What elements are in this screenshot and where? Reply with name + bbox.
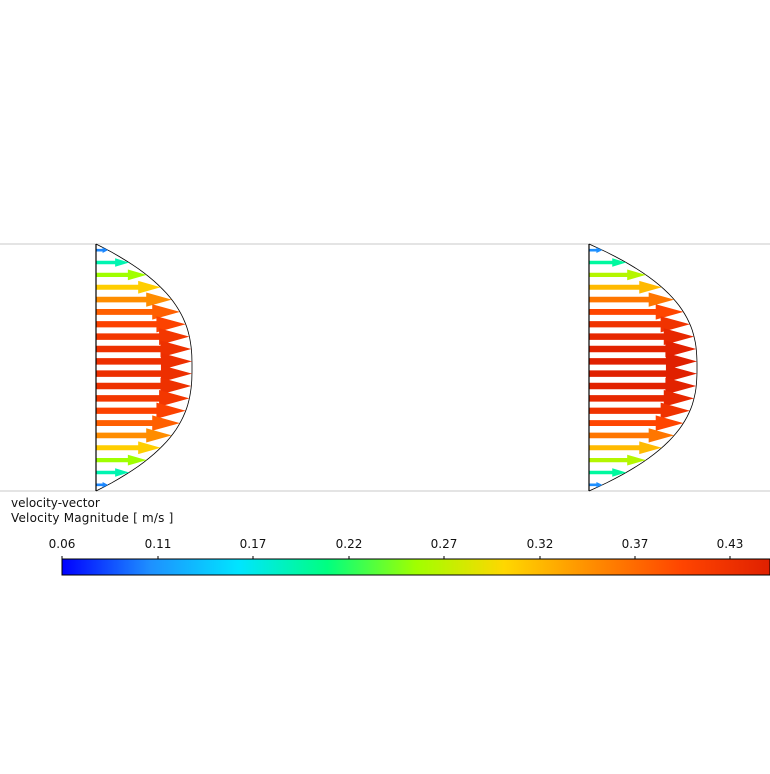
downstream-profile <box>588 243 698 492</box>
velocity-arrow <box>96 428 172 443</box>
velocity-arrow <box>96 328 190 345</box>
downstream-profile-outline <box>588 243 698 492</box>
colorbar-tick-label: 0.43 <box>716 537 744 551</box>
velocity-arrow <box>96 468 130 477</box>
velocity-arrow <box>96 365 192 383</box>
colorbar-tick-label: 0.22 <box>335 537 363 551</box>
velocity-arrow <box>589 258 627 267</box>
legend-title: velocity-vector <box>11 496 100 510</box>
velocity-arrow <box>589 415 684 431</box>
velocity-arrow <box>96 352 192 370</box>
colorbar <box>61 558 770 576</box>
velocity-arrow <box>96 292 172 307</box>
velocity-arrow <box>589 428 675 443</box>
colorbar-tick-label: 0.17 <box>239 537 267 551</box>
colorbar-tick-label: 0.11 <box>144 537 172 551</box>
velocity-arrow <box>589 280 662 294</box>
velocity-arrow <box>96 415 180 431</box>
velocity-arrow <box>589 247 603 253</box>
velocity-arrow <box>589 304 684 320</box>
velocity-arrow <box>589 402 690 419</box>
velocity-arrow <box>589 316 690 333</box>
colorbar-tick-label: 0.27 <box>430 537 458 551</box>
velocity-arrow <box>96 390 190 407</box>
velocity-arrow <box>589 269 646 281</box>
velocity-arrow <box>589 340 697 358</box>
velocity-arrow <box>96 258 130 267</box>
inlet-profile-outline <box>95 243 193 492</box>
velocity-arrow <box>589 454 646 466</box>
velocity-arrow <box>589 292 675 307</box>
velocity-arrow <box>589 328 695 345</box>
velocity-arrow <box>96 340 192 358</box>
velocity-arrow <box>96 402 186 419</box>
velocity-arrow <box>96 482 108 488</box>
velocity-arrow <box>96 304 180 320</box>
velocity-arrow <box>96 247 108 253</box>
velocity-arrow <box>589 482 603 488</box>
velocity-arrow <box>96 316 186 333</box>
colorbar-tick-label: 0.32 <box>526 537 554 551</box>
legend-quantity-label: Velocity Magnitude [ m/s ] <box>11 511 174 525</box>
velocity-arrow <box>96 280 161 294</box>
velocity-arrow <box>589 390 695 407</box>
velocity-arrow <box>589 352 697 370</box>
velocity-arrow <box>96 454 147 466</box>
velocity-arrow <box>589 377 697 395</box>
velocity-arrow <box>589 468 627 477</box>
colorbar-tick-label: 0.06 <box>48 537 76 551</box>
colorbar-tick-label: 0.37 <box>621 537 649 551</box>
velocity-arrow <box>96 269 147 281</box>
velocity-arrow <box>96 441 161 455</box>
velocity-arrow <box>589 365 697 383</box>
velocity-arrow <box>589 441 662 455</box>
inlet-profile <box>95 243 193 492</box>
velocity-arrow <box>96 377 192 395</box>
